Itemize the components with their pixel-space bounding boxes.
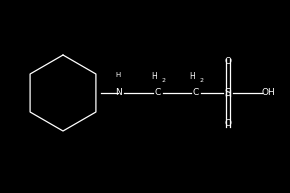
Text: S: S xyxy=(225,88,231,98)
Text: N: N xyxy=(115,89,122,97)
Text: O: O xyxy=(224,119,231,129)
Text: OH: OH xyxy=(261,89,275,97)
Text: H: H xyxy=(151,71,157,80)
Text: C: C xyxy=(155,89,161,97)
Text: O: O xyxy=(224,58,231,67)
Text: H: H xyxy=(115,72,121,78)
Text: 2: 2 xyxy=(199,79,203,84)
Text: 2: 2 xyxy=(161,79,165,84)
Text: C: C xyxy=(193,89,199,97)
Text: H: H xyxy=(189,71,195,80)
